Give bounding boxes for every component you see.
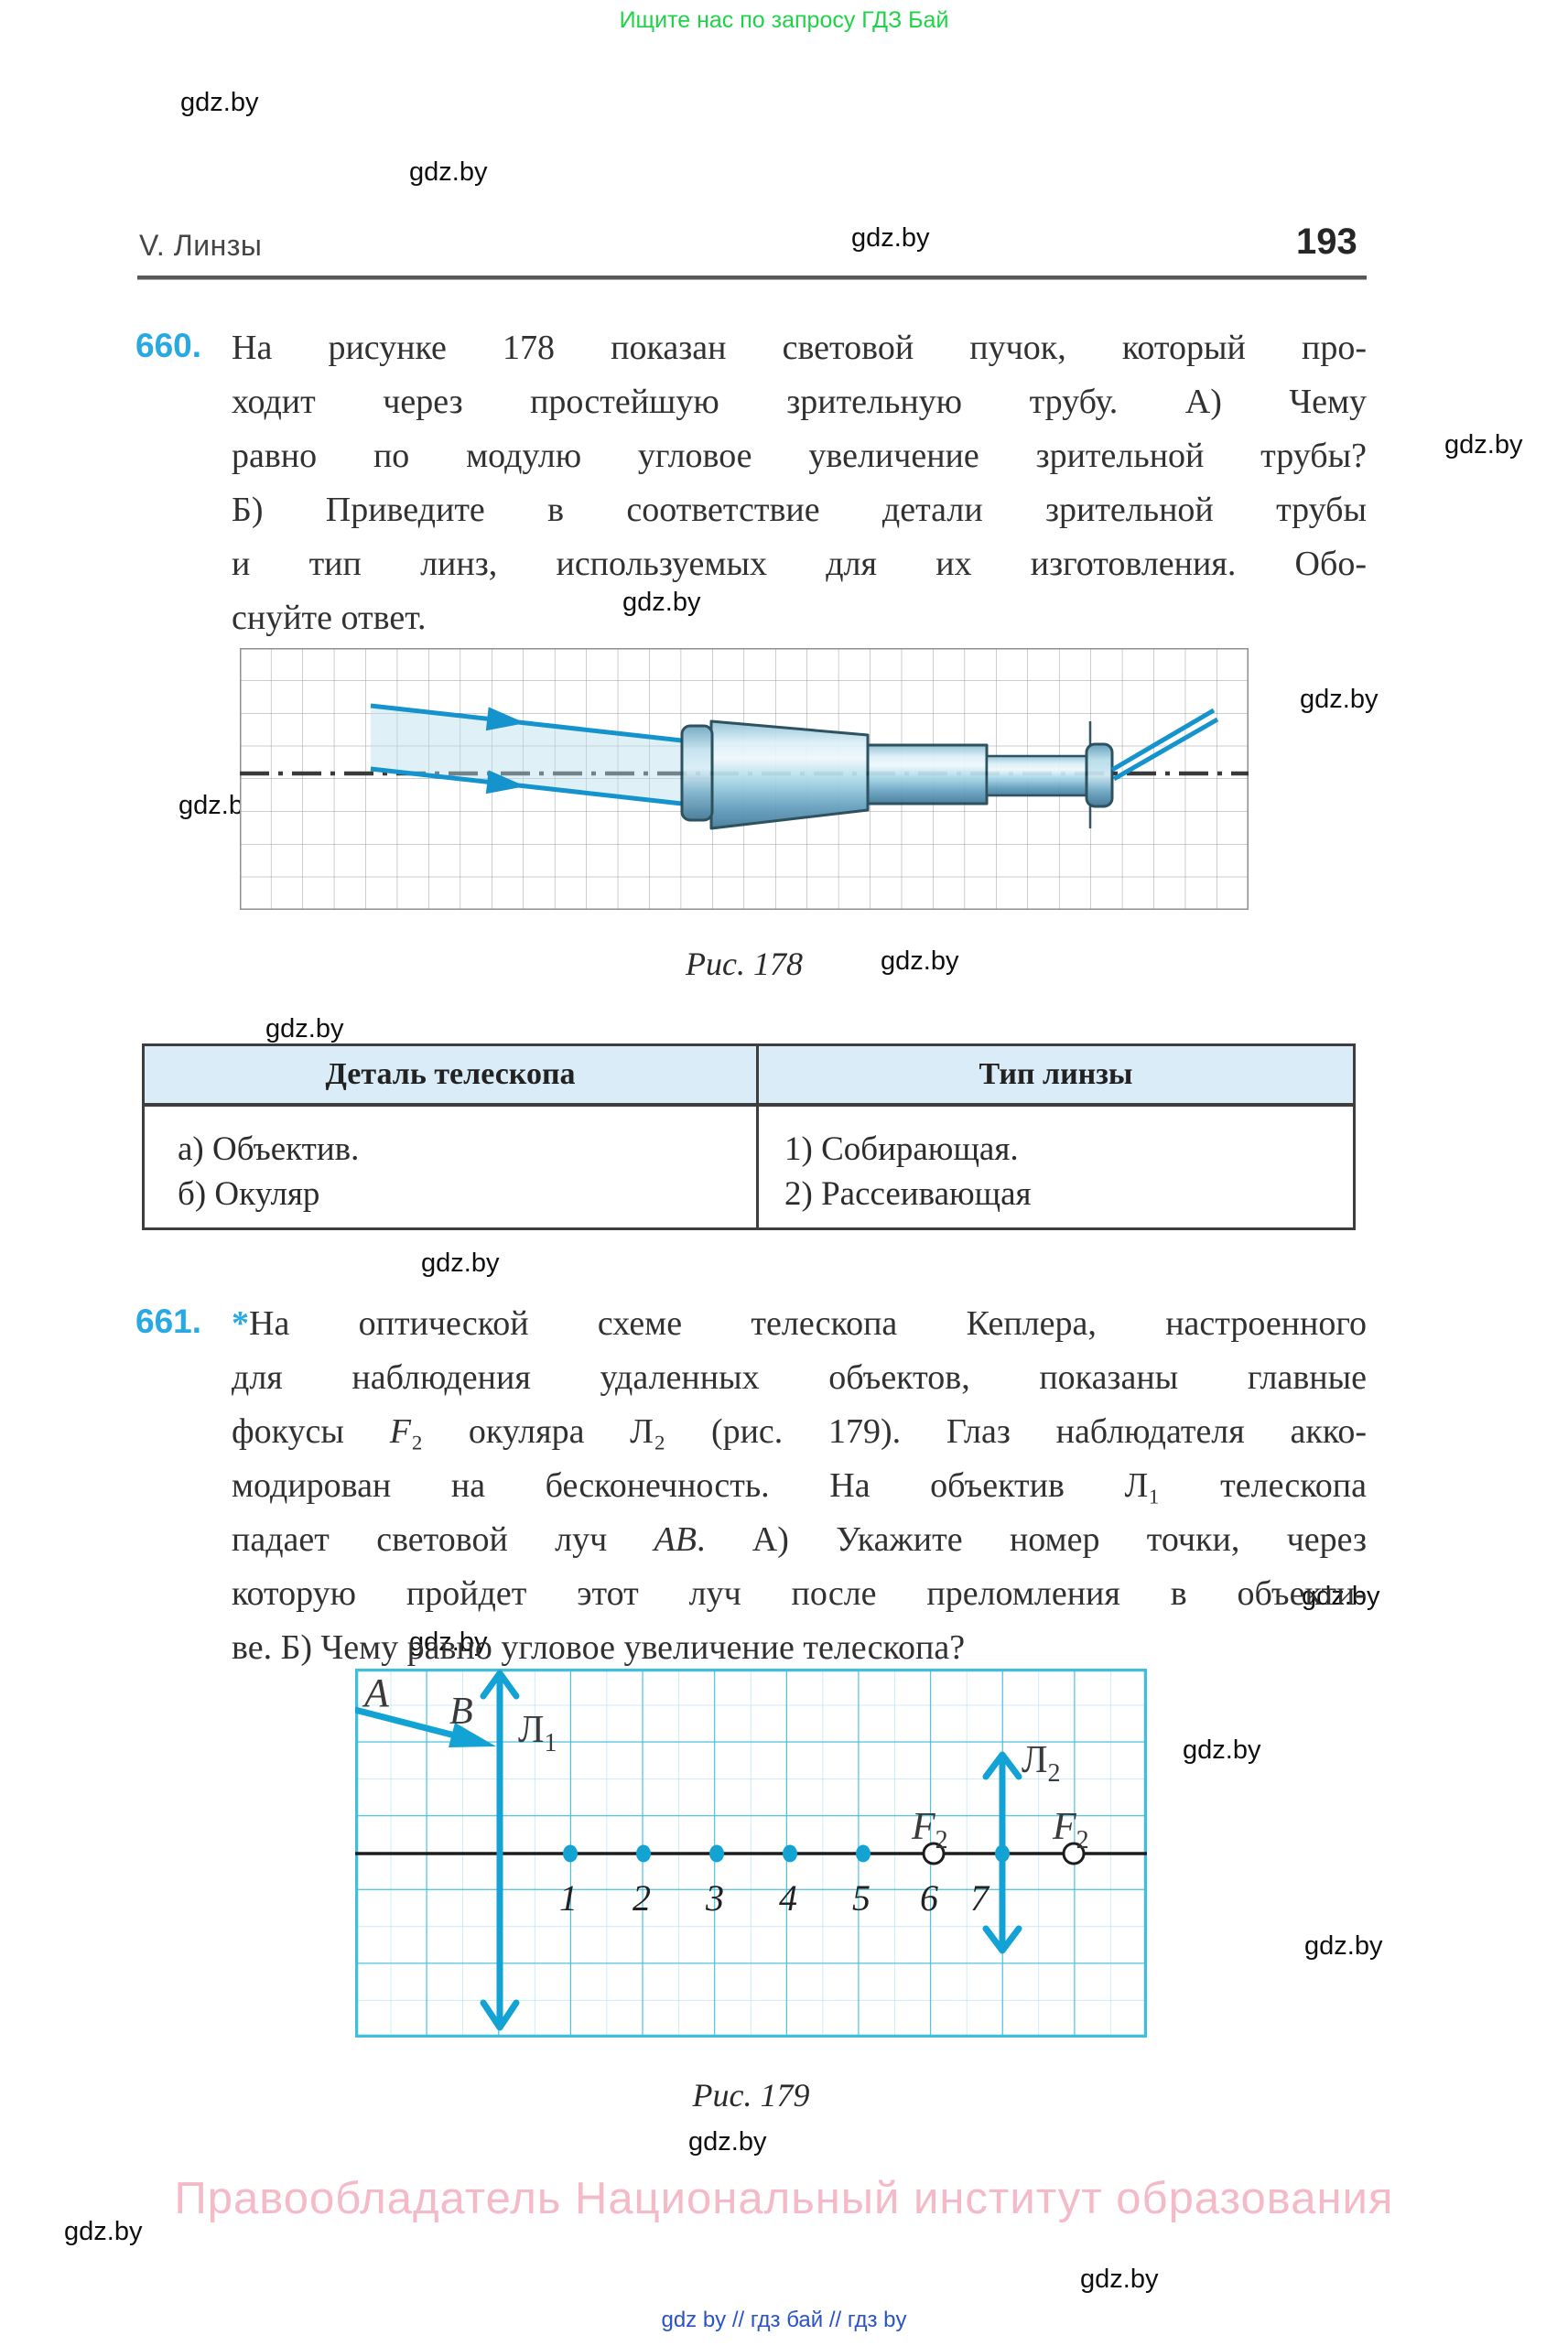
telescope-body xyxy=(680,719,1114,830)
problem-text-line: модирован на бесконечность. На объектив … xyxy=(232,1466,1367,1505)
problem-text-line: для наблюдения удаленных объектов, показ… xyxy=(232,1358,1367,1397)
point-label-3: 3 xyxy=(705,1877,724,1919)
point-5 xyxy=(856,1844,871,1863)
table-header-row: Деталь телескопа Тип линзы xyxy=(145,1046,1353,1107)
chapter-title: V. Линзы xyxy=(139,229,263,262)
gdzby-watermark: gdz.by xyxy=(409,157,488,187)
table-header-lens-type: Тип линзы xyxy=(756,1046,1353,1103)
gdzby-watermark: gdz.by xyxy=(180,88,259,117)
figure-178-caption: Рис. 178 xyxy=(686,946,803,982)
point-2 xyxy=(636,1844,651,1863)
figure-179-optical-scheme: A B Л1 Л2 F2 F2 1 2 3 4 5 6 7 xyxy=(355,1669,1147,2038)
point-label-6: 6 xyxy=(920,1877,938,1919)
page-number: 193 xyxy=(1296,222,1357,262)
table-cell-lens-types: 1) Собирающая. 2) Рассеивающая xyxy=(756,1107,1353,1230)
arrowhead-up xyxy=(480,1670,520,1700)
label-F2-left: F2 xyxy=(911,1806,948,1854)
gdzby-watermark: gdz.by xyxy=(622,588,701,617)
point-3 xyxy=(709,1844,724,1863)
gdzby-watermark: gdz.by xyxy=(688,2127,767,2157)
footer-links[interactable]: gdz by // гдз бай // гдз by xyxy=(661,2308,907,2332)
point-label-1: 1 xyxy=(559,1877,578,1919)
gdzby-watermark: gdz.by xyxy=(1444,430,1523,459)
focus-F2-right xyxy=(1062,1842,1086,1865)
arrowhead-down xyxy=(982,1925,1022,1954)
problem-text-line: снуйте ответ. xyxy=(232,599,427,637)
gdzby-watermark: gdz.by xyxy=(1304,1931,1383,1961)
exit-ray-top xyxy=(1110,708,1216,773)
problem-660-text: На рисунке 178 показан световой пучок, к… xyxy=(232,322,1367,646)
gdzby-watermark: gdz.by xyxy=(1300,685,1379,714)
table-cell-details: а) Объектив. б) Окуляр xyxy=(145,1107,756,1230)
gdzby-watermark: gdz.by xyxy=(1302,1582,1380,1611)
problem-661-number: 661. xyxy=(135,1303,202,1340)
problem-text-line: падает световой луч AB. А) Укажите номер… xyxy=(232,1520,1367,1559)
ray-arrowhead xyxy=(485,707,525,731)
label-L1: Л1 xyxy=(518,1709,557,1757)
lens-L1 xyxy=(480,1670,520,2031)
telescope-narrow-tube xyxy=(985,754,1088,797)
telescope-objective-cone xyxy=(709,719,870,830)
axis-points xyxy=(563,1842,1086,1865)
gdzby-watermark: gdz.by xyxy=(409,1627,488,1657)
point-1 xyxy=(563,1844,578,1863)
label-L2: Л2 xyxy=(1022,1739,1061,1788)
label-A: A xyxy=(362,1670,390,1715)
table-cell-line: б) Окуляр xyxy=(178,1175,320,1213)
lens-table: Деталь телескопа Тип линзы а) Объектив. … xyxy=(142,1043,1356,1230)
problem-text-line: На рисунке 178 показан световой пучок, к… xyxy=(232,329,1367,367)
problem-text-line: *На оптической схеме телескопа Кеплера, … xyxy=(232,1304,1367,1343)
ray-AB-arrowhead xyxy=(449,1723,496,1747)
point-label-2: 2 xyxy=(633,1877,651,1919)
problem-660-number: 660. xyxy=(135,327,202,364)
label-F2-right: F2 xyxy=(1052,1806,1089,1854)
figure-178-telescope xyxy=(240,648,1249,910)
table-header-detail: Деталь телескопа xyxy=(325,1057,576,1091)
entry-ray-bottom xyxy=(370,766,683,806)
point-label-4: 4 xyxy=(779,1877,797,1919)
gdzby-watermark: gdz.by xyxy=(1183,1735,1261,1765)
problem-text-line: и тип линз, используемых для их изготовл… xyxy=(232,545,1367,583)
problem-text-line: Б) Приведите в соответствие детали зрите… xyxy=(232,491,1367,529)
gdzby-watermark: gdz.by xyxy=(1080,2265,1159,2294)
header-rule xyxy=(137,276,1367,280)
arrowhead-up xyxy=(982,1751,1022,1780)
gdzby-watermark: gdz.by xyxy=(421,1249,500,1278)
table-cell-line: 1) Собирающая. xyxy=(784,1130,1019,1168)
exit-ray-bottom xyxy=(1112,717,1219,782)
figure-179-caption: Рис. 179 xyxy=(692,2077,810,2114)
table-cell-line: 2) Рассеивающая xyxy=(784,1175,1032,1213)
problem-text-line: ходит через простейшую зрительную трубу.… xyxy=(232,383,1367,421)
table-body-row: а) Объектив. б) Окуляр 1) Собирающая. 2)… xyxy=(145,1107,1353,1230)
telescope-mid-cylinder xyxy=(866,743,989,805)
copyright-line: Правообладатель Национальный институт об… xyxy=(174,2174,1394,2223)
gdzby-watermark: gdz.by xyxy=(851,223,930,253)
telescope-objective-cap xyxy=(680,724,714,822)
problem-text-line: равно по модулю угловое увеличение зрите… xyxy=(232,437,1367,475)
point-label-7: 7 xyxy=(970,1877,990,1919)
problem-text-line: ве. Б) Чему равно угловое увеличение тел… xyxy=(232,1628,966,1667)
gdzby-watermark: gdz.by xyxy=(881,946,959,976)
label-B: B xyxy=(449,1691,473,1733)
ray-arrowhead xyxy=(485,770,525,795)
point-7 xyxy=(995,1844,1010,1863)
problem-661-text: *На оптической схеме телескопа Кеплера, … xyxy=(232,1298,1367,1676)
problem-text-line: которую пройдет этот луч после преломлен… xyxy=(232,1574,1367,1613)
problem-text-line: фокусы F₂ окуляра Л₂ (рис. 179). Глаз на… xyxy=(232,1412,1367,1451)
point-label-5: 5 xyxy=(852,1877,871,1919)
table-cell-line: а) Объектив. xyxy=(178,1130,360,1168)
point-4 xyxy=(783,1844,797,1863)
gdzby-watermark: gdz.by xyxy=(64,2217,143,2246)
telescope-eyepiece-flange xyxy=(1085,742,1114,808)
light-beam xyxy=(371,706,682,804)
gdzby-watermark: gdz.by xyxy=(265,1014,344,1043)
entry-ray-top xyxy=(370,703,683,743)
top-banner: Ищите нас по запросу ГДЗ Бай xyxy=(619,7,949,33)
point-6-focus-F2 xyxy=(922,1842,946,1865)
arrowhead-down xyxy=(480,1999,520,2031)
